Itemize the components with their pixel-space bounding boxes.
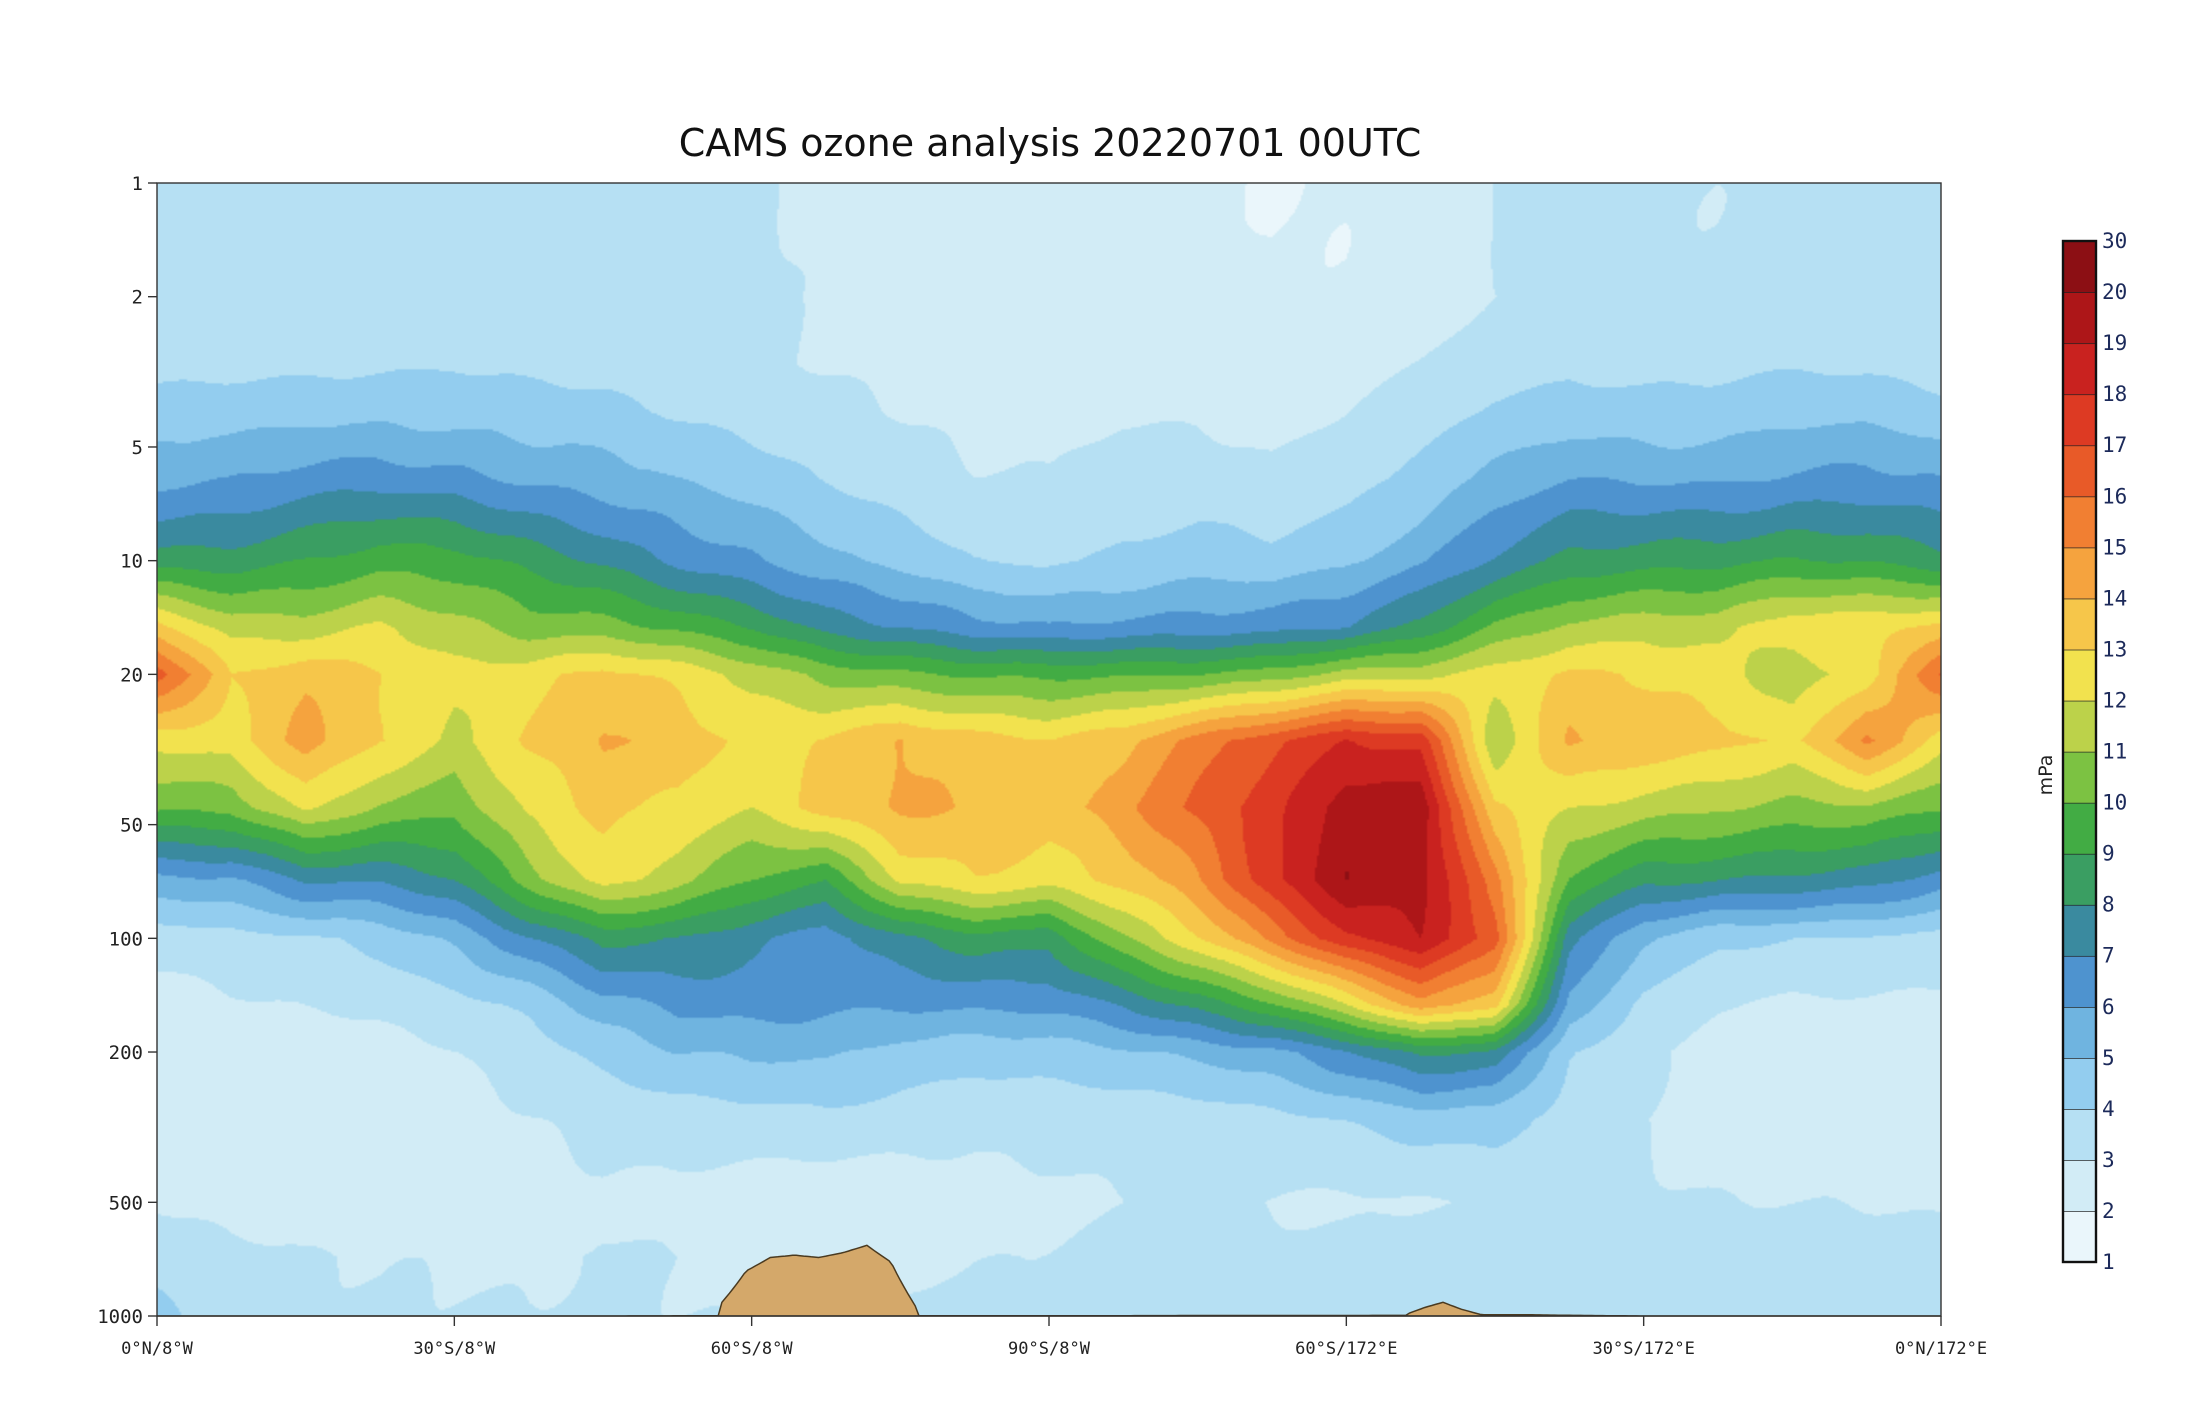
y-tick-label: 20 [120,664,143,686]
colorbar-frame [2061,239,2098,1264]
x-tick-label: 60°S/172°E [1295,1339,1397,1359]
colorbar-tick-label: 14 [2102,586,2127,610]
colorbar-tick-label: 9 [2102,842,2115,866]
colorbar-swatch [2062,1057,2097,1110]
y-tick-label: 200 [109,1042,143,1064]
colorbar-swatch [2062,495,2097,549]
colorbar-tick-label: 30 [2102,229,2127,253]
colorbar-swatch [2062,342,2097,396]
plot-area [156,182,1942,1317]
colorbar-swatch [2062,1108,2097,1161]
x-tick-label: 30°S/172°E [1592,1339,1694,1359]
chart-title: CAMS ozone analysis 20220701 00UTC [679,121,1422,165]
y-tick-label: 1 [132,173,143,195]
colorbar-tick-label: 12 [2102,688,2127,712]
colorbar-swatch [2062,904,2097,957]
y-axis: 1 2 5 10 20 50 100 200 500 1000 [97,173,157,1328]
colorbar-swatch [2062,597,2097,651]
colorbar-swatch [2062,393,2097,447]
ozone-field-image [157,183,1941,1316]
colorbar-swatch [2062,1210,2097,1263]
x-tick-label: 60°S/8°W [711,1339,794,1359]
x-tick-label: 90°S/8°W [1008,1339,1091,1359]
colorbar-tick-label: 15 [2102,535,2127,559]
y-tick-label: 100 [109,928,143,950]
colorbar-swatch [2062,1006,2097,1059]
colorbar-swatch [2062,802,2097,855]
colorbar-swatch [2062,444,2097,498]
colorbar-tick-label: 17 [2102,433,2127,457]
y-tick-label: 50 [120,815,143,837]
colorbar-tick-label: 10 [2102,791,2127,815]
x-tick-label: 0°N/172°E [1895,1339,1987,1359]
colorbar-swatch [2062,955,2097,1008]
y-tick-label: 1000 [97,1306,143,1328]
colorbar-tick-label: 3 [2102,1148,2115,1172]
x-axis: 0°N/8°W 30°S/8°W 60°S/8°W 90°S/8°W 60°S/172°… [121,1316,1987,1359]
colorbar-tick-label: 5 [2102,1046,2115,1070]
colorbar-swatch [2062,291,2097,345]
colorbar-swatch [2062,751,2097,804]
colorbar-swatch [2062,700,2097,753]
colorbar-tick-label: 1 [2102,1250,2115,1274]
colorbar-tick-label: 4 [2102,1097,2115,1121]
colorbar-tick-label: 16 [2102,484,2127,508]
colorbar-tick-label: 7 [2102,944,2115,968]
colorbar-tick-label: 6 [2102,995,2115,1019]
x-tick-label: 30°S/8°W [413,1339,496,1359]
colorbar-swatch [2062,1159,2097,1212]
x-tick-label: 0°N/8°W [121,1339,193,1359]
colorbar-swatch [2062,546,2097,600]
colorbar-tick-label: 13 [2102,637,2127,661]
colorbar-tick-label: 19 [2102,331,2127,355]
colorbar-tick-label: 18 [2102,382,2127,406]
colorbar-tick-label: 8 [2102,893,2115,917]
y-tick-label: 500 [109,1192,143,1214]
colorbar-swatch [2062,853,2097,906]
y-tick-label: 10 [120,551,143,573]
colorbar-tick-label: 20 [2102,280,2127,304]
y-tick-label: 2 [132,287,143,309]
y-tick-label: 5 [132,437,143,459]
colorbar-tick-label: 2 [2102,1199,2115,1223]
colorbar-swatch [2062,240,2097,294]
colorbar-tick-label: 11 [2102,740,2127,764]
colorbar-swatch [2062,649,2097,702]
colorbar-unit-label: mPa [2035,755,2057,796]
